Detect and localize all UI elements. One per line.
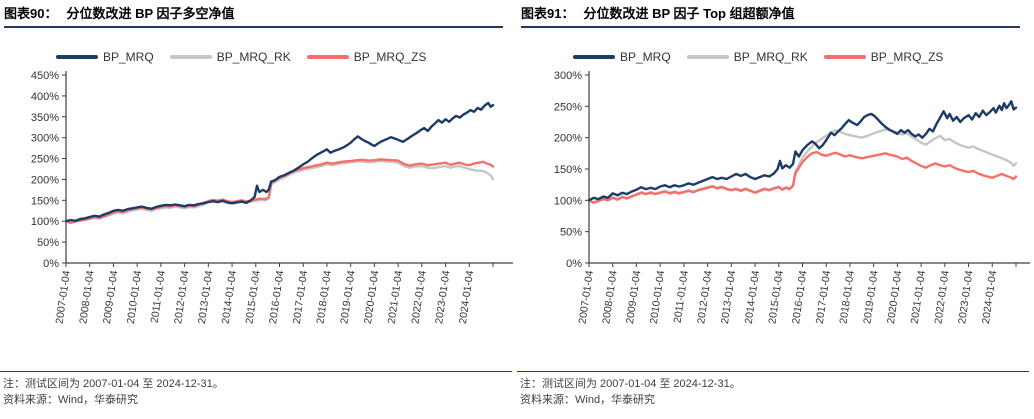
- x-axis-label: 2017-01-04: [291, 270, 310, 325]
- series-line-BP_MRQ_RK: [64, 159, 495, 224]
- note-divider: [0, 371, 512, 372]
- legend-label: BP_MRQ: [103, 50, 154, 64]
- legend-item: BP_MRQ_ZS: [823, 50, 944, 64]
- x-axis-label: 2008-01-04: [600, 270, 619, 325]
- legend-item: BP_MRQ_RK: [169, 50, 291, 64]
- x-axis-label: 2010-01-04: [125, 270, 144, 325]
- y-axis-label: 50%: [560, 227, 582, 239]
- note-line: 注：测试区间为 2007-01-04 至 2024-12-31。: [520, 378, 741, 390]
- x-axis-label: 2023-01-04: [956, 270, 975, 325]
- x-axis-label: 2017-01-04: [814, 270, 833, 325]
- x-axis-label: 2008-01-04: [77, 270, 96, 325]
- x-axis-label: 2022-01-04: [409, 270, 428, 325]
- legend-label: BP_MRQ_ZS: [870, 50, 944, 64]
- x-axis-label: 2007-01-04: [54, 270, 73, 325]
- x-axis-label: 2014-01-04: [743, 270, 762, 325]
- y-axis-label: 100%: [554, 195, 582, 207]
- y-axis-label: 200%: [31, 174, 59, 186]
- chart-column-left: 图表90： 分位数改进 BP 因子多空净值 BP_MRQ BP_MRQ_RK BP…: [0, 6, 513, 406]
- series-line-BP_MRQ: [587, 100, 1018, 202]
- x-axis-label: 2020-01-04: [885, 270, 904, 325]
- figure-title: 图表91： 分位数改进 BP 因子 Top 组超额净值: [521, 6, 1020, 28]
- legend-item: BP_MRQ_ZS: [306, 50, 427, 64]
- x-axis-label: 2007-01-04: [577, 270, 596, 325]
- x-axis-label: 2013-01-04: [196, 270, 215, 325]
- x-axis-label: 2013-01-04: [719, 270, 738, 325]
- x-axis-label: 2009-01-04: [101, 270, 120, 325]
- y-axis-label: 50%: [37, 237, 59, 249]
- figure-title: 图表90： 分位数改进 BP 因子多空净值: [4, 6, 503, 28]
- y-axis-label: 350%: [31, 112, 59, 124]
- legend-swatch: [306, 55, 349, 59]
- legend-label: BP_MRQ_ZS: [353, 50, 427, 64]
- legend-item: BP_MRQ: [56, 50, 154, 64]
- chart-legend: BP_MRQ BP_MRQ_RK BP_MRQ_ZS: [56, 50, 426, 64]
- series-line-BP_MRQ: [64, 101, 495, 223]
- x-axis-label: 2019-01-04: [338, 270, 357, 325]
- chart-legend: BP_MRQ BP_MRQ_RK BP_MRQ_ZS: [573, 50, 943, 64]
- legend-swatch: [169, 55, 212, 59]
- figure-label: 图表90：: [4, 6, 58, 21]
- figure-label: 图表91：: [521, 6, 575, 21]
- x-axis-label: 2016-01-04: [267, 270, 286, 325]
- x-axis-label: 2011-01-04: [149, 270, 168, 324]
- y-axis-label: 300%: [554, 70, 582, 82]
- note-line: 注：测试区间为 2007-01-04 至 2024-12-31。: [3, 378, 224, 390]
- line-chart: 0% 50% 100% 150% 200% 250% 300% 2007-01-04 2008-…: [554, 70, 1030, 325]
- x-axis-label: 2024-01-04: [457, 270, 476, 325]
- x-axis-label: 2020-01-04: [362, 270, 381, 325]
- figure-title-text: 分位数改进 BP 因子多空净值: [66, 6, 235, 21]
- x-axis-label: 2018-01-04: [838, 270, 857, 325]
- series-line-BP_MRQ_ZS: [587, 150, 1018, 205]
- y-axis-label: 300%: [31, 133, 59, 145]
- legend-label: BP_MRQ_RK: [216, 50, 291, 64]
- legend-swatch: [573, 55, 615, 59]
- y-axis-label: 150%: [554, 164, 582, 176]
- legend-label: BP_MRQ_RK: [733, 50, 808, 64]
- y-axis-label: 450%: [31, 70, 59, 82]
- legend-swatch: [686, 55, 729, 59]
- x-axis-label: 2014-01-04: [220, 270, 239, 325]
- x-axis-label: 2021-01-04: [909, 270, 928, 325]
- x-axis-label: 2011-01-04: [672, 270, 691, 324]
- x-axis-label: 2012-01-04: [695, 270, 714, 325]
- legend-item: BP_MRQ: [573, 50, 671, 64]
- legend-swatch: [56, 55, 98, 59]
- y-axis-label: 0%: [43, 258, 59, 270]
- x-axis-label: 2021-01-04: [386, 270, 405, 325]
- chart-column-right: 图表91： 分位数改进 BP 因子 Top 组超额净值 BP_MRQ BP_MRQ…: [517, 0, 1034, 419]
- source-line: 资料来源：Wind，华泰研究: [3, 394, 139, 406]
- x-axis-label: 2012-01-04: [172, 270, 191, 325]
- x-axis-label: 2024-01-04: [980, 270, 999, 325]
- y-axis-label: 250%: [31, 154, 59, 166]
- y-axis-label: 200%: [554, 133, 582, 145]
- figure-title-text: 分位数改进 BP 因子 Top 组超额净值: [583, 6, 795, 21]
- x-axis-label: 2015-01-04: [766, 270, 785, 325]
- source-line: 资料来源：Wind，华泰研究: [520, 394, 656, 406]
- x-axis-label: 2019-01-04: [861, 270, 880, 325]
- y-axis-label: 150%: [31, 195, 59, 207]
- x-axis-label: 2009-01-04: [624, 270, 643, 325]
- legend-item: BP_MRQ_RK: [686, 50, 808, 64]
- legend-swatch: [823, 55, 866, 59]
- x-axis-label: 2015-01-04: [243, 270, 262, 325]
- x-axis-label: 2018-01-04: [315, 270, 334, 325]
- x-axis-label: 2022-01-04: [932, 270, 951, 325]
- y-axis-label: 250%: [554, 101, 582, 113]
- y-axis-label: 100%: [31, 216, 59, 228]
- axes: [588, 71, 1030, 264]
- x-axis-label: 2010-01-04: [648, 270, 667, 325]
- legend-label: BP_MRQ: [620, 50, 671, 64]
- line-chart: 0% 50% 100% 150% 200% 250% 300% 350% 400% 450% 200…: [31, 70, 513, 325]
- y-axis-label: 0%: [566, 258, 582, 270]
- note-divider: [517, 371, 1029, 372]
- x-axis-label: 2023-01-04: [433, 270, 452, 325]
- y-axis-label: 400%: [31, 91, 59, 103]
- x-axis-label: 2016-01-04: [790, 270, 809, 325]
